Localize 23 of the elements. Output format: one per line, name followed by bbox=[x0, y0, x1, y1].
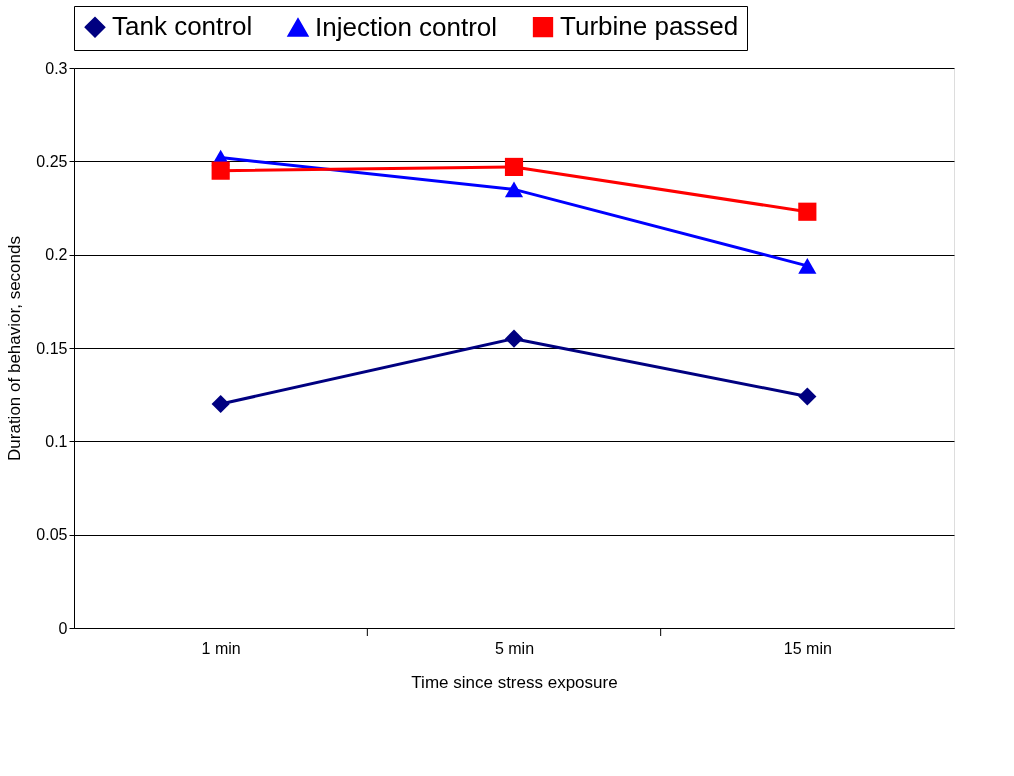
x-tick-label: 15 min bbox=[783, 639, 832, 657]
point bbox=[798, 258, 817, 274]
point bbox=[798, 202, 817, 221]
y-tick-label: 0 bbox=[58, 619, 68, 637]
y-tick-label: 0.1 bbox=[45, 432, 68, 450]
y-tick-label: 0.3 bbox=[45, 59, 68, 77]
y-tick-label: 0.25 bbox=[36, 152, 68, 170]
y-tick-label: 0.05 bbox=[36, 526, 68, 544]
x-axis-title: Time since stress exposure bbox=[411, 672, 618, 692]
legend-label: Tank control bbox=[112, 11, 253, 42]
point bbox=[504, 157, 524, 177]
point bbox=[798, 387, 817, 406]
y-axis-title: Duration of behavior, seconds bbox=[5, 236, 25, 461]
point bbox=[504, 329, 524, 348]
legend-label: Turbine passed bbox=[560, 11, 739, 42]
x-tick-label: 1 min bbox=[201, 639, 241, 657]
y-tick-label: 0.15 bbox=[36, 339, 68, 357]
point bbox=[211, 394, 230, 414]
point bbox=[504, 181, 524, 198]
x-tick-label: 5 min bbox=[494, 639, 535, 657]
legend-label: Injection control bbox=[315, 11, 498, 42]
point bbox=[211, 161, 230, 180]
y-tick-label: 0.2 bbox=[45, 246, 68, 264]
